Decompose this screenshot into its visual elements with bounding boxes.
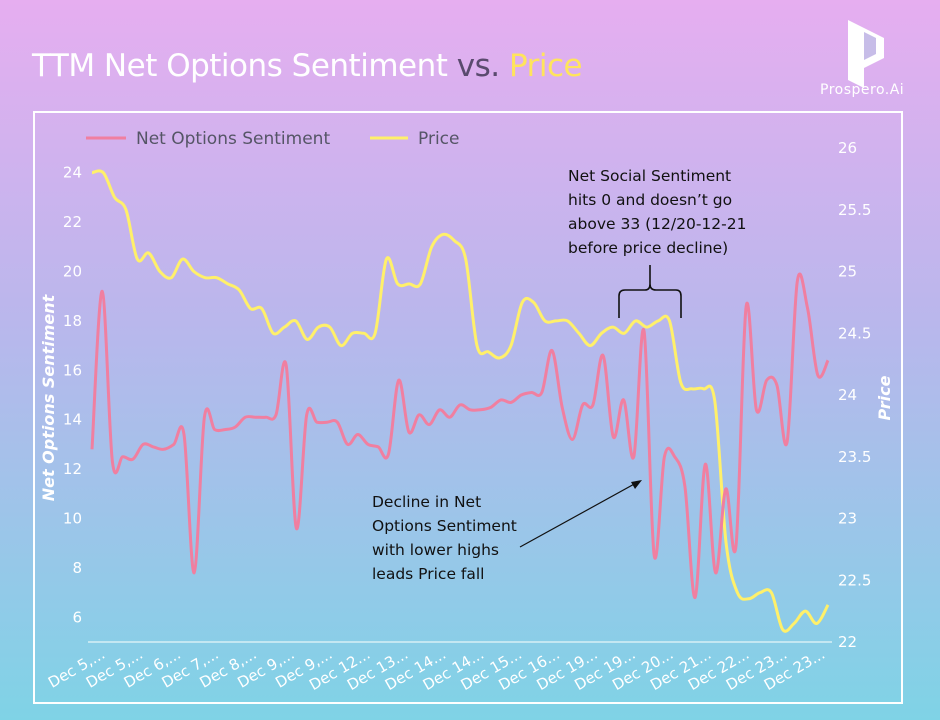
y-left-tick-label: 18 bbox=[63, 312, 82, 330]
y-axis-right-title: Price bbox=[875, 375, 894, 420]
title-price: Price bbox=[508, 48, 583, 84]
chart-frame bbox=[33, 111, 903, 704]
y-left-tick-label: 8 bbox=[72, 559, 82, 577]
y-right-tick-label: 23.5 bbox=[838, 448, 871, 466]
annotation-decline-line-4: leads Price fall bbox=[372, 565, 485, 583]
y-left-tick-label: 20 bbox=[63, 263, 82, 281]
title-vs: vs. bbox=[456, 48, 500, 84]
annotation-brace bbox=[618, 265, 682, 318]
logo-text: Prospero.Ai bbox=[820, 82, 905, 98]
prospero-logo-icon bbox=[848, 20, 884, 88]
annotation-decline-line-2: Options Sentiment bbox=[372, 517, 517, 535]
annotation-arrow bbox=[519, 481, 639, 548]
y-axis-left-title: Net Options Sentiment bbox=[39, 293, 58, 501]
y-left-tick-label: 6 bbox=[72, 608, 82, 626]
legend-sentiment-label: Net Options Sentiment bbox=[136, 129, 330, 149]
y-right-tick-label: 24.5 bbox=[838, 324, 871, 342]
title-sentiment: TTM Net Options Sentiment bbox=[32, 48, 448, 84]
y-right-tick-label: 24 bbox=[838, 386, 857, 404]
annotation-arrowhead bbox=[631, 480, 642, 489]
y-right-tick-label: 22 bbox=[838, 633, 857, 651]
annotation-decline-line-1: Decline in Net bbox=[372, 493, 481, 511]
y-left-tick-label: 22 bbox=[63, 213, 82, 231]
legend-price-label: Price bbox=[418, 129, 459, 149]
annotation-social-line-4: before price decline) bbox=[568, 239, 728, 257]
annotation-social-line-3: above 33 (12/20-12-21 bbox=[568, 215, 746, 233]
y-right-tick-label: 23 bbox=[838, 510, 857, 528]
chart-title: TTM Net Options Sentiment vs. Price bbox=[32, 48, 583, 84]
sentiment-series-line bbox=[90, 272, 830, 600]
annotation-social-line-2: hits 0 and doesn’t go bbox=[568, 191, 732, 209]
y-left-tick-label: 10 bbox=[63, 510, 82, 528]
annotation-decline-line-3: with lower highs bbox=[372, 541, 499, 559]
annotation-social-line-1: Net Social Sentiment bbox=[568, 167, 731, 185]
y-right-tick-label: 25.5 bbox=[838, 201, 871, 219]
y-left-tick-label: 14 bbox=[63, 411, 82, 429]
y-left-tick-label: 12 bbox=[63, 460, 82, 478]
y-left-tick-label: 24 bbox=[63, 164, 82, 182]
y-left-tick-label: 16 bbox=[63, 361, 82, 379]
y-right-tick-label: 25 bbox=[838, 263, 857, 281]
y-right-tick-label: 26 bbox=[838, 139, 857, 157]
y-right-tick-label: 22.5 bbox=[838, 571, 871, 589]
price-series-line bbox=[91, 169, 830, 633]
